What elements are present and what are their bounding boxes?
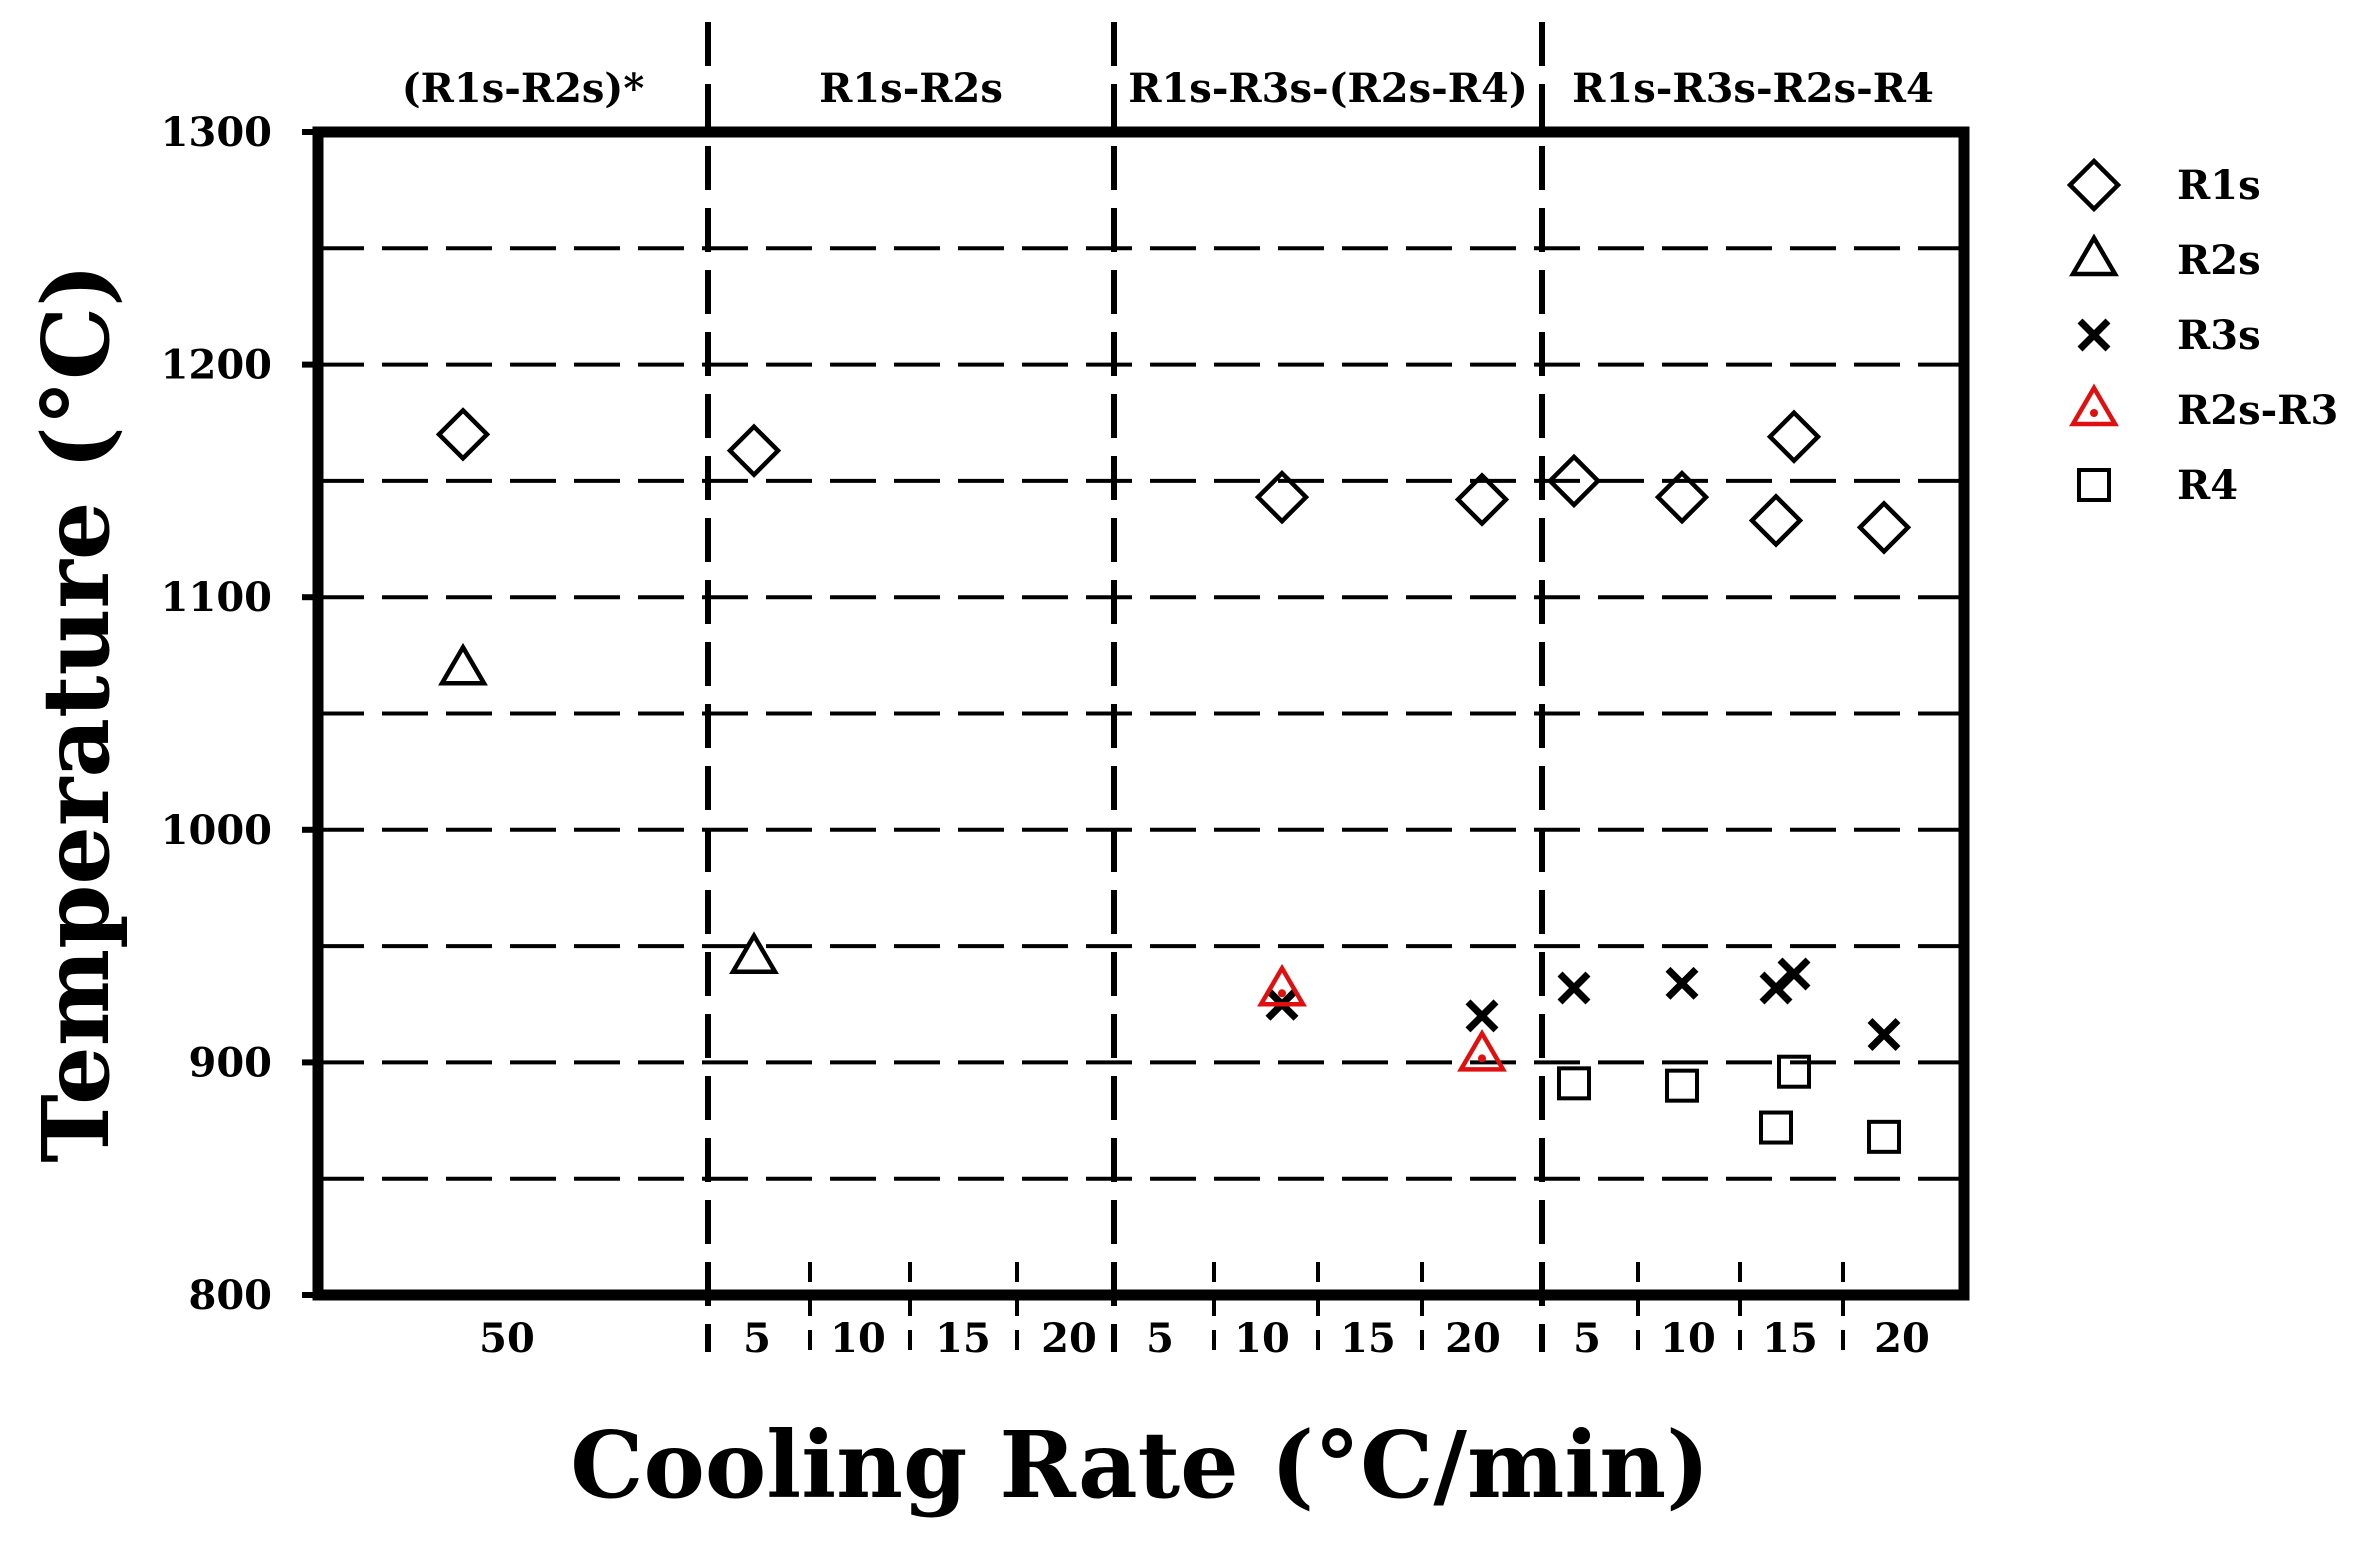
legend-label: R2s: [2177, 237, 2261, 284]
x-tick-label: 5: [1573, 1315, 1601, 1362]
point-r1s: [1254, 470, 1310, 525]
legend-marker-r4-shape: [2077, 468, 2111, 502]
point-r2s: [729, 931, 779, 974]
x-tick-label: 10: [1234, 1315, 1290, 1362]
legend-marker-r1s: [2066, 157, 2122, 213]
point-r2s-shape: [729, 931, 779, 974]
point-r4-shape: [1665, 1068, 1699, 1103]
x-tick-label: 10: [830, 1315, 886, 1362]
point-r1s-shape: [435, 407, 491, 462]
legend: R1s R2s R3s R2s-R3 R4: [2066, 157, 2338, 509]
y-axis-ticks: 800 900 1000 1100 1200 1300: [161, 109, 318, 1319]
y-tick-label: 1200: [161, 342, 272, 389]
x-tick-label: 10: [1660, 1315, 1716, 1362]
point-r4: [1759, 1110, 1793, 1145]
x-tick-label: 15: [1340, 1315, 1396, 1362]
point-r2s-r3: [1257, 963, 1307, 1007]
x-tick-label: 5: [743, 1315, 771, 1362]
region-label: (R1s-R2s)*: [402, 65, 645, 112]
legend-marker-r4: [2077, 468, 2111, 502]
point-r3s: [1777, 957, 1811, 991]
point-r4: [1557, 1066, 1591, 1101]
point-r1s-shape: [1654, 470, 1710, 525]
point-r3s: [1557, 971, 1591, 1005]
legend-marker-r2s-r3: [2069, 383, 2119, 427]
x-tick-label: 15: [1762, 1315, 1818, 1362]
point-r1s-shape: [1766, 409, 1822, 464]
x-tick-label: 20: [1041, 1315, 1097, 1362]
x-tick-label: 50: [479, 1315, 535, 1362]
point-r3s-stroke: [1777, 957, 1811, 991]
legend-marker-r2s-shape: [2069, 233, 2119, 277]
x-tick-label: 20: [1445, 1315, 1501, 1362]
legend-marker-r1s-shape: [2066, 157, 2122, 213]
point-r2s-shape: [438, 642, 488, 686]
point-r3s-stroke: [1867, 1018, 1901, 1051]
point-r1s-shape: [1856, 500, 1912, 555]
point-r4-shape: [1867, 1119, 1901, 1154]
point-r2s: [438, 642, 488, 686]
y-tick-label: 1000: [161, 807, 272, 854]
legend-marker-r2s: [2069, 233, 2119, 277]
point-r4-shape: [1777, 1054, 1811, 1089]
legend-label: R4: [2177, 462, 2238, 509]
gridlines: [318, 246, 1964, 1181]
point-r2s-r3-dot: [1478, 1054, 1486, 1063]
point-r2s-r3: [1457, 1028, 1507, 1072]
point-r4: [1777, 1054, 1811, 1089]
point-r1s: [1856, 500, 1912, 555]
point-r1s-shape: [1454, 472, 1510, 527]
legend-label: R3s: [2177, 312, 2261, 359]
x-axis-title: Cooling Rate (°C/min): [570, 1411, 1709, 1519]
point-r1s: [1654, 470, 1710, 525]
point-r4-shape: [1759, 1110, 1793, 1145]
y-tick-label: 1100: [161, 574, 272, 621]
point-r4-shape: [1557, 1066, 1591, 1101]
legend-marker-r2s-r3-shape: [2069, 383, 2119, 427]
point-r1s-shape: [1254, 470, 1310, 525]
point-r2s-r3-shape: [1257, 963, 1307, 1007]
region-label: R1s-R3s-(R2s-R4): [1128, 65, 1528, 112]
point-r3s-stroke: [1557, 971, 1591, 1005]
point-r2s-r3-dot: [1278, 989, 1286, 998]
point-r4: [1665, 1068, 1699, 1103]
region-label: R1s-R3s-R2s-R4: [1572, 65, 1934, 112]
region-label: R1s-R2s: [819, 65, 1003, 112]
legend-marker-r3s-stroke: [2077, 318, 2111, 352]
point-r1s: [1748, 493, 1804, 548]
point-r3s-stroke: [1665, 966, 1699, 1000]
point-r1s-shape: [1546, 453, 1602, 509]
x-tick-label: 15: [935, 1315, 991, 1362]
point-r1s: [435, 407, 491, 462]
point-r1s: [1766, 409, 1822, 464]
x-axis-ticks: 50 5 10 15 20 5 10 15 20 5 10 15 20: [479, 1262, 1930, 1362]
y-tick-label: 1300: [161, 109, 272, 156]
region-dividers: [705, 22, 1545, 1352]
y-tick-label: 900: [189, 1039, 273, 1086]
point-r1s: [1546, 453, 1602, 509]
legend-label: R1s: [2177, 162, 2261, 209]
x-tick-label: 5: [1146, 1315, 1174, 1362]
point-r3s: [1665, 966, 1699, 1000]
point-r3s: [1465, 999, 1499, 1033]
point-r1s-shape: [1748, 493, 1804, 548]
data-points: [435, 407, 1912, 1154]
legend-label: R2s-R3: [2177, 387, 2338, 434]
y-tick-label: 800: [189, 1272, 273, 1319]
point-r1s: [1454, 472, 1510, 527]
legend-marker-r3s: [2077, 318, 2111, 352]
x-tick-label: 20: [1874, 1315, 1930, 1362]
y-axis-title: Temperature (°C): [22, 263, 130, 1162]
point-r4: [1867, 1119, 1901, 1154]
plot-frame: [312, 126, 1970, 1301]
legend-marker-r2s-r3-dot: [2090, 409, 2098, 417]
point-r3s-stroke: [1465, 999, 1499, 1033]
point-r2s-r3-shape: [1457, 1028, 1507, 1072]
region-labels: (R1s-R2s)* R1s-R2s R1s-R3s-(R2s-R4) R1s-R3s…: [402, 65, 1934, 112]
point-r1s-shape: [726, 423, 782, 478]
point-r1s: [726, 423, 782, 478]
point-r3s: [1867, 1018, 1901, 1051]
